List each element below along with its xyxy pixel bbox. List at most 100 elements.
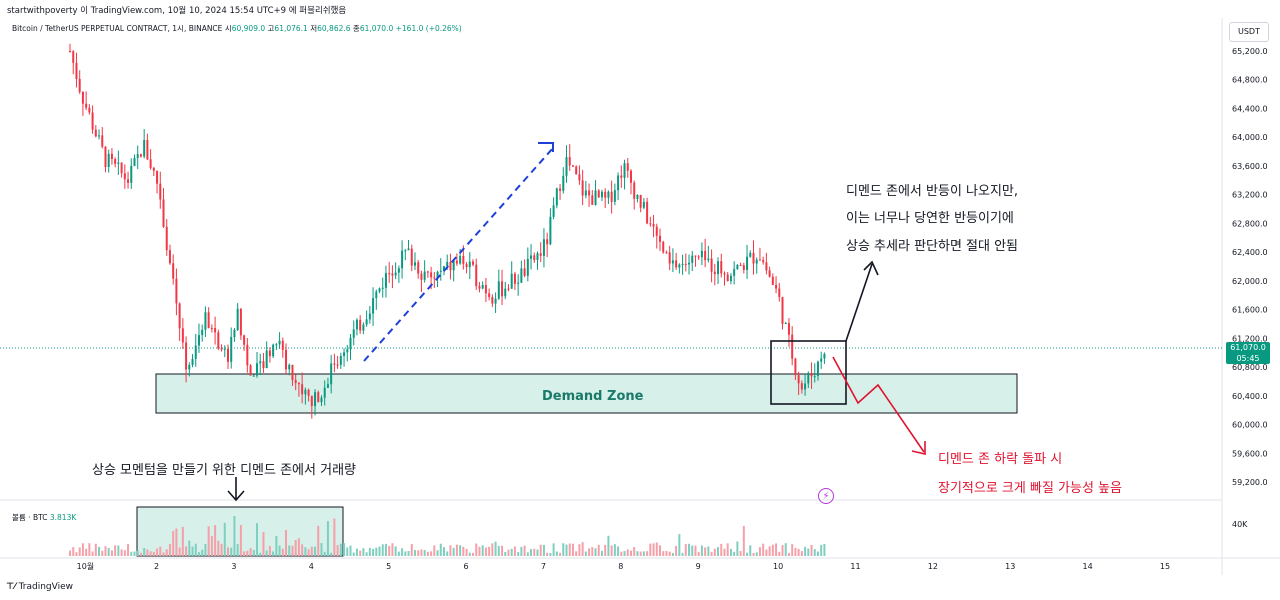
volume-bar (462, 546, 465, 556)
candle-body (678, 264, 681, 268)
volume-bar (285, 529, 288, 556)
volume-bar (430, 551, 433, 556)
volume-bar (620, 551, 623, 556)
volume-bar (568, 543, 571, 556)
demand-zone-box[interactable] (155, 373, 1018, 414)
volume-bar (797, 548, 800, 556)
volume-bar (626, 549, 629, 556)
volume-bar (172, 530, 175, 556)
volume-bar (736, 541, 739, 556)
volume-bar (791, 544, 794, 556)
candle-body (136, 154, 139, 158)
volume-bar (194, 543, 197, 556)
candle-body (636, 195, 639, 199)
candle-body (81, 91, 84, 104)
currency-badge[interactable]: USDT (1229, 22, 1269, 42)
candle-body (704, 250, 707, 261)
volume-bar (375, 547, 378, 556)
volume-bar (755, 552, 758, 556)
candle-body (197, 335, 200, 346)
price-tick-9: 61,600.0 (1232, 306, 1268, 315)
candle-body (133, 157, 136, 166)
candle-body (420, 273, 423, 280)
candle-body (152, 167, 155, 171)
candle-body (291, 364, 294, 381)
candle-body (762, 260, 765, 263)
candle-body (436, 271, 439, 278)
last-price-badge: 61,070.0 05:45 (1226, 342, 1270, 364)
candle-body (681, 263, 684, 265)
bounce-note-line-1: 디멘드 존에서 반등이 나오지만, (846, 184, 1019, 199)
candle-body (581, 180, 584, 196)
price-axis-ticks: 65,200.0 64,800.0 64,400.0 64,000.0 63,600.0… (1232, 47, 1268, 487)
trend-dashed-line[interactable] (363, 147, 554, 362)
time-tick-2: 3 (231, 562, 236, 571)
candle-body (530, 255, 533, 259)
volume-bar (678, 534, 681, 556)
change-value: +161.0 (+0.26%) (395, 24, 462, 33)
volume-bar (133, 551, 136, 556)
candle-body (239, 308, 242, 336)
volume-bar (407, 550, 410, 556)
candle-body (181, 328, 184, 343)
candle-body (226, 348, 229, 362)
candle-body (736, 265, 739, 270)
volume-bar (697, 551, 700, 556)
candle-body (162, 199, 165, 227)
time-tick-8: 9 (696, 562, 701, 571)
candle-body (101, 135, 104, 147)
candle-body (707, 258, 710, 261)
candle-body (304, 389, 307, 395)
candle-body (314, 392, 317, 407)
candle-body (404, 250, 407, 252)
candle-body (278, 340, 281, 345)
close-label: 종 (352, 24, 360, 33)
candle-body (275, 344, 278, 346)
candle-body (746, 256, 749, 270)
volume-bar (365, 552, 368, 556)
tradingview-logo[interactable]: ⊤⁄ TradingView (6, 582, 73, 592)
volume-legend: 볼륨 · BTC 3.813K (12, 512, 76, 523)
candle-body (517, 282, 520, 284)
candle-body (465, 264, 468, 268)
lightning-icon[interactable]: ⚡ (818, 488, 834, 504)
volume-bar (472, 552, 475, 556)
candle-body (391, 273, 394, 276)
candle-body (700, 250, 703, 258)
candle-body (539, 253, 542, 256)
volume-bar (720, 543, 723, 556)
volume-bar (181, 526, 184, 556)
volume-bar (168, 544, 171, 556)
volume-bar (297, 538, 300, 556)
candle-body (168, 250, 171, 264)
volume-bar (613, 544, 616, 556)
volume-bar (162, 552, 165, 556)
candle-body (475, 264, 478, 287)
volume-bar (787, 552, 790, 556)
candle-body (494, 298, 497, 304)
price-tick-12: 60,400.0 (1232, 392, 1268, 401)
time-tick-10: 11 (850, 562, 860, 571)
candle-body (210, 327, 213, 329)
candle-body (262, 361, 265, 369)
volume-bar (520, 546, 523, 556)
volume-bar (784, 543, 787, 556)
volume-bar (88, 543, 91, 556)
volume-bar (401, 548, 404, 556)
candle-body (117, 162, 120, 164)
volume-bar (675, 545, 678, 556)
volume-bar (668, 551, 671, 556)
candle-body (752, 252, 755, 264)
volume-bar (114, 545, 117, 556)
volume-bar (810, 544, 813, 556)
candle-body (149, 159, 152, 168)
bounce-highlight-box[interactable] (770, 340, 847, 405)
volume-bar (404, 551, 407, 556)
open-label: 시 (224, 24, 232, 33)
low-value: 60,862.6 (317, 24, 351, 33)
volume-bar (488, 546, 491, 556)
volume-bar (652, 543, 655, 556)
volume-bar (549, 552, 552, 556)
volume-bar (758, 547, 761, 556)
